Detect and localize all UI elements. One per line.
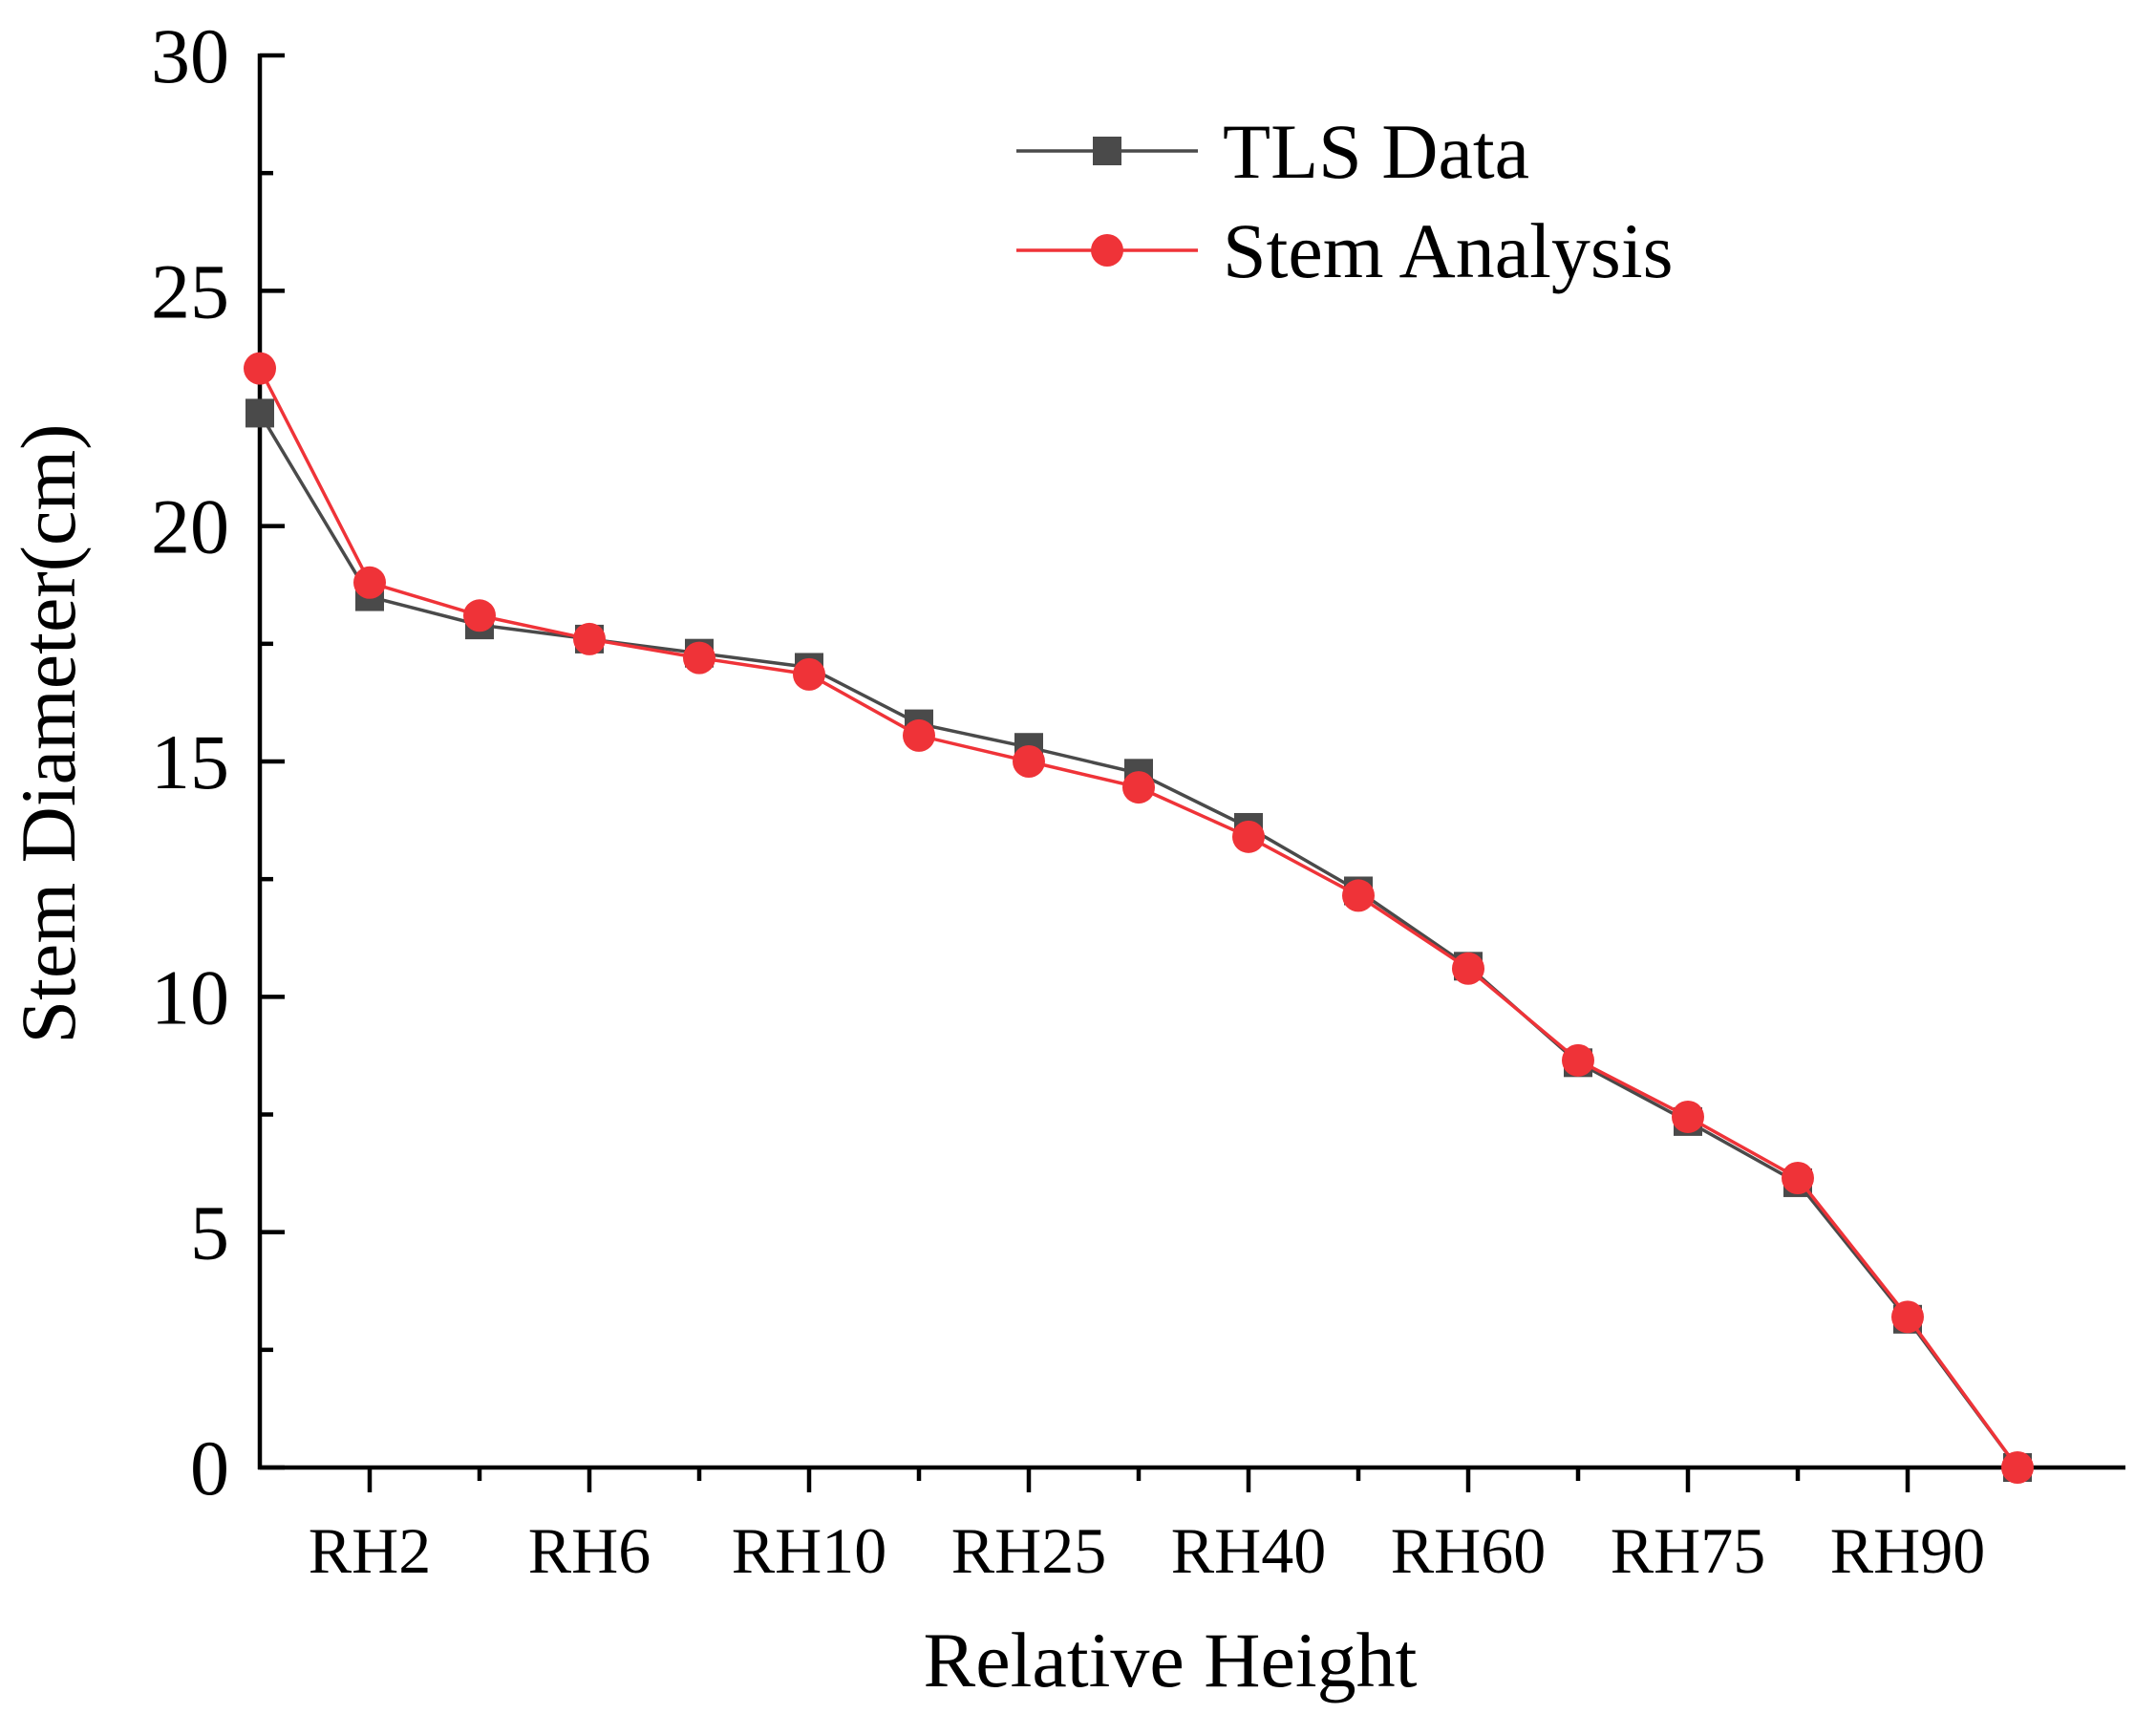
x-tick-label: RH40 xyxy=(1171,1514,1326,1587)
x-tick-label: RH10 xyxy=(732,1514,886,1587)
stem-analysis-point xyxy=(1672,1100,1704,1133)
stem-analysis-point xyxy=(463,599,496,632)
y-tick-label: 0 xyxy=(190,1425,229,1511)
stem-analysis-point xyxy=(1013,745,1045,778)
x-tick-label: RH60 xyxy=(1391,1514,1546,1587)
y-axis-title: Stem Diameter(cm) xyxy=(5,424,92,1044)
y-tick-label: 30 xyxy=(151,12,229,99)
y-tick-label: 25 xyxy=(151,247,229,334)
stem-analysis-point xyxy=(903,718,935,752)
y-tick-label: 5 xyxy=(190,1189,229,1276)
stem-analysis-point xyxy=(793,657,825,691)
stem-analysis-point xyxy=(244,352,276,385)
x-tick-label: RH6 xyxy=(528,1514,651,1587)
stem-analysis-point xyxy=(353,566,386,599)
stem-analysis-point xyxy=(1342,879,1375,912)
stem-analysis-point xyxy=(1782,1162,1814,1195)
stem-analysis-legend-marker xyxy=(1091,234,1123,267)
stem-analysis-point xyxy=(1562,1043,1594,1077)
tls-data-point xyxy=(245,398,274,428)
y-tick-label: 10 xyxy=(151,953,229,1040)
x-axis-title: Relative Height xyxy=(924,1617,1418,1703)
stem-analysis-point xyxy=(1122,771,1155,804)
stem-analysis-point xyxy=(2001,1451,2034,1484)
stem-analysis-point xyxy=(683,641,715,675)
stem-analysis-point xyxy=(573,622,606,655)
x-tick-label: RH90 xyxy=(1830,1514,1985,1587)
tls-data-legend-label: TLS Data xyxy=(1223,108,1529,195)
stem-analysis-legend-label: Stem Analysis xyxy=(1223,207,1674,294)
tls-data-legend-marker xyxy=(1093,137,1121,165)
y-tick-label: 20 xyxy=(151,483,229,570)
x-tick-label: RH75 xyxy=(1611,1514,1765,1587)
x-tick-label: RH2 xyxy=(309,1514,431,1587)
stem-analysis-line xyxy=(258,367,2019,1469)
y-tick-label: 15 xyxy=(151,718,229,805)
tls-data-line xyxy=(258,412,2019,1469)
stem-analysis-point xyxy=(1232,820,1265,853)
x-tick-label: RH25 xyxy=(951,1514,1106,1587)
stem-analysis-point xyxy=(1891,1300,1924,1334)
stem-analysis-point xyxy=(1452,952,1484,985)
